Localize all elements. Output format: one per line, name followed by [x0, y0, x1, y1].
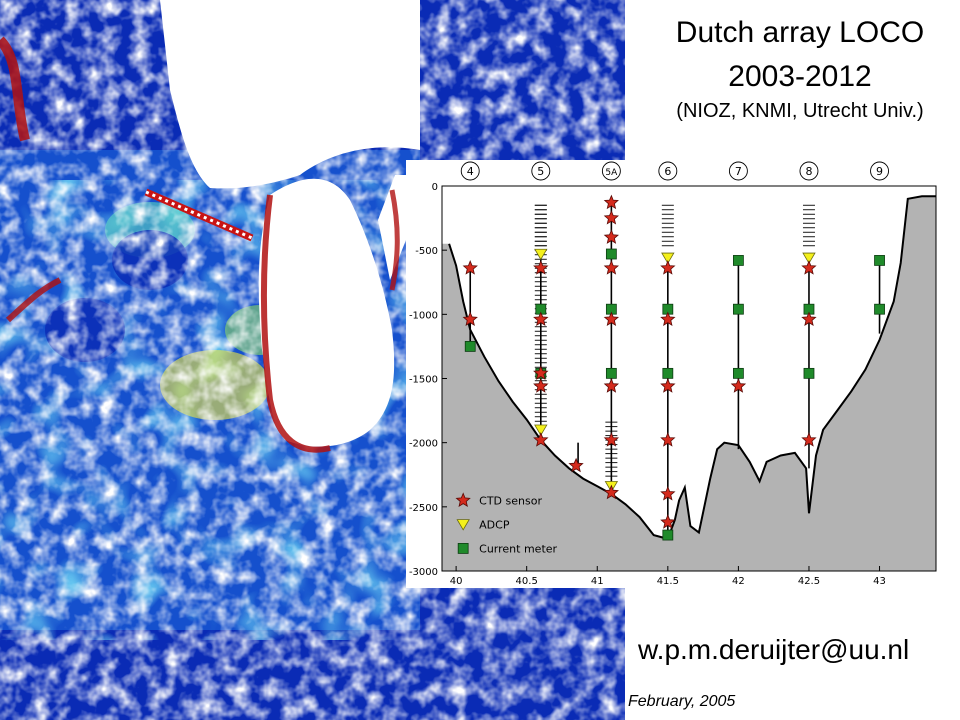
ctd-marker	[462, 260, 478, 275]
ctd-marker	[533, 311, 549, 326]
ctd-marker	[660, 485, 676, 501]
ctd-marker	[801, 311, 817, 326]
legend-ctd-marker	[455, 492, 471, 507]
ctd-marker	[660, 260, 676, 275]
ctd-marker	[603, 432, 619, 447]
contact-email: w.p.m.deruijter@uu.nl	[638, 634, 910, 665]
current-meter-marker	[803, 367, 815, 379]
y-tick-label: -1000	[409, 310, 438, 321]
legend-label: Current meter	[479, 542, 557, 555]
legend-label: CTD sensor	[479, 494, 542, 507]
current-meter-marker	[662, 367, 674, 379]
station-label: 8	[805, 165, 812, 178]
adcp-marker	[534, 248, 548, 261]
madagascar-landmass	[258, 178, 395, 447]
x-tick-label: 41.5	[657, 576, 679, 587]
adcp-marker	[534, 424, 548, 437]
current-meter-marker	[605, 367, 617, 379]
station-label: 5	[537, 165, 544, 178]
x-tick-label: 40	[450, 576, 463, 587]
x-tick-label: 42.5	[798, 576, 820, 587]
ctd-marker	[533, 365, 549, 380]
x-tick-label: 41	[591, 576, 604, 587]
y-tick-label: -500	[415, 246, 438, 257]
station-circle	[460, 161, 480, 181]
coast-band	[261, 194, 331, 453]
adcp-marker	[661, 252, 675, 265]
ctd-marker	[801, 432, 817, 447]
station-circle	[531, 161, 551, 181]
ctd-marker	[603, 378, 619, 393]
ctd-marker	[603, 229, 619, 244]
title-line-1: Dutch array LOCO	[675, 16, 925, 49]
y-tick-label: 0	[432, 182, 438, 193]
ctd-marker	[801, 260, 817, 275]
ctd-marker	[660, 378, 676, 393]
current-meter-marker	[662, 529, 674, 541]
current-meter-marker	[605, 248, 617, 260]
station-label: 6	[664, 165, 671, 178]
station-circle	[601, 161, 621, 181]
x-tick-label: 40.5	[516, 576, 538, 587]
y-tick-label: -2000	[409, 439, 438, 450]
bathymetry-fill	[442, 196, 936, 572]
current-meter-marker	[732, 303, 744, 315]
ctd-marker	[660, 432, 676, 447]
ctd-marker	[568, 457, 584, 473]
ctd-marker	[462, 311, 478, 326]
ctd-marker	[603, 194, 619, 210]
current-meter-marker	[732, 367, 744, 379]
section-svg: 0 -500 -1000 -1500 -2000 -2500 -3000 40 40.5 41 41…	[406, 160, 948, 588]
x-tick-label: 43	[873, 576, 886, 587]
current-meter-marker	[464, 341, 476, 352]
y-tick-label: -1500	[409, 375, 438, 386]
ctd-marker	[533, 432, 549, 447]
station-label: 5A	[605, 168, 618, 178]
station-label: 4	[467, 165, 474, 178]
y-tick-label: -2500	[409, 503, 438, 514]
ctd-marker	[533, 378, 549, 393]
ctd-marker	[603, 311, 619, 326]
ctd-marker	[730, 378, 747, 393]
ctd-marker	[603, 260, 619, 275]
adcp-marker	[802, 252, 816, 265]
satellite-map	[0, 0, 625, 720]
title-line-3: (NIOZ, KNMI, Utrecht Univ.)	[676, 100, 924, 122]
current-meter-marker	[732, 255, 744, 266]
y-tick-label: -3000	[409, 567, 438, 578]
title-line-2: 2003-2012	[728, 60, 872, 93]
station-label: 7	[735, 165, 742, 178]
current-meter-marker	[874, 303, 885, 315]
ctd-marker	[603, 484, 619, 500]
station-label: 9	[876, 165, 883, 178]
station-circle	[870, 161, 889, 181]
current-meter-marker	[874, 255, 885, 266]
legend-meter-marker	[457, 543, 469, 554]
image-date: February, 2005	[628, 693, 736, 710]
ctd-marker	[660, 514, 676, 529]
legend-adcp-marker	[456, 519, 470, 531]
ctd-marker	[660, 311, 676, 326]
satellite-image	[0, 0, 625, 720]
station-circle	[728, 161, 748, 181]
legend-label: ADCP	[479, 518, 510, 531]
station-circle	[658, 161, 678, 181]
bathymetry-line	[448, 195, 936, 541]
ctd-marker	[533, 260, 549, 275]
ctd-marker	[603, 210, 619, 225]
x-tick-label: 42	[732, 576, 745, 587]
mooring-section-diagram: 0 -500 -1000 -1500 -2000 -2500 -3000 40 40.5 41 41…	[406, 160, 948, 588]
station-circle	[799, 161, 819, 181]
africa-landmass	[160, 0, 420, 189]
